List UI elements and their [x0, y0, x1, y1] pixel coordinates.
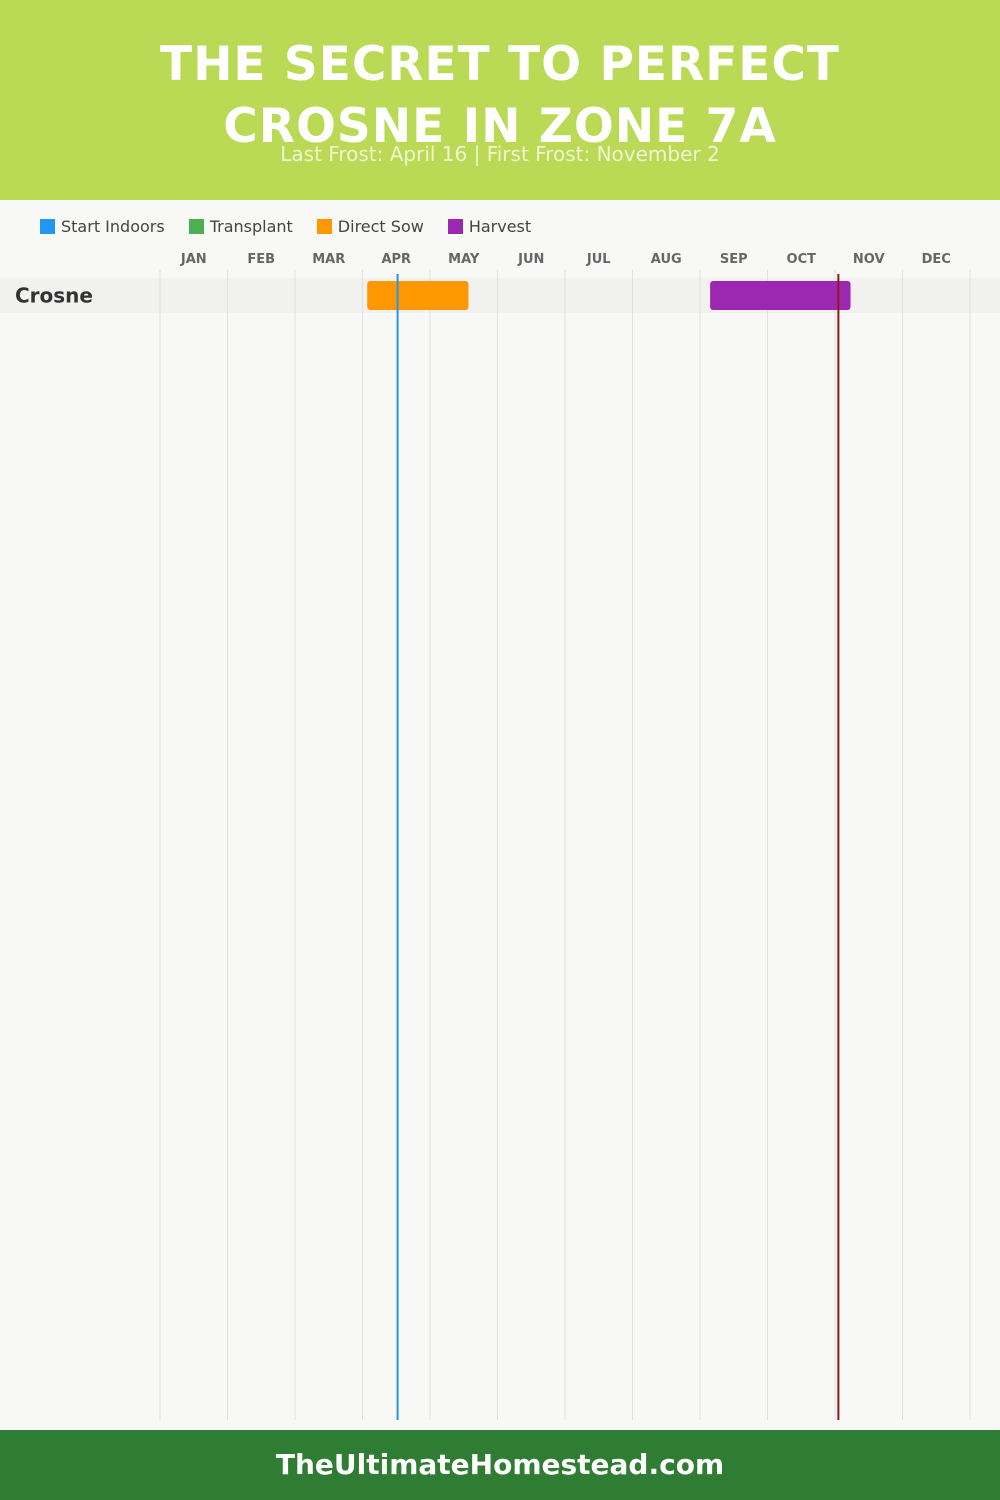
month-label: OCT	[787, 252, 817, 267]
month-label: MAY	[448, 252, 480, 267]
month-label: MAR	[312, 252, 345, 267]
month-label: SEP	[720, 252, 748, 267]
planting-calendar-chart: JAN FEB MAR APR MAY JUN JUL AUG SEP OCT NOV DEC Cros…	[0, 252, 1000, 1420]
legend-swatch-direct-sow	[316, 218, 332, 234]
legend-label-transplant: Transplant	[209, 216, 293, 236]
footer-banner: TheUltimateHomestead.com	[0, 1430, 1000, 1500]
frost-dates-subtitle: Last Frost: April 16 | First Frost: Nove…	[280, 142, 720, 166]
direct-sow-bar	[367, 281, 469, 310]
month-label: NOV	[853, 252, 885, 267]
legend-swatch-transplant	[188, 218, 204, 234]
page-title: THE SECRET TO PERFECT CROSNE IN ZONE 7A	[0, 34, 1000, 158]
legend-label-harvest: Harvest	[468, 216, 532, 236]
legend-item-start-indoors: Start Indoors	[40, 217, 165, 236]
month-label: FEB	[247, 252, 275, 267]
crop-label: Crosne	[15, 284, 93, 308]
legend-label-direct-sow: Direct Sow	[337, 216, 424, 236]
month-label: APR	[381, 252, 411, 267]
legend-item-transplant: Transplant	[188, 216, 293, 236]
legend-label-start-indoors: Start Indoors	[61, 216, 165, 236]
chart-legend: Start Indoors Transplant Direct Sow Harv…	[40, 214, 555, 238]
title-line-2: CROSNE IN ZONE 7A	[223, 99, 777, 154]
month-label: JUN	[517, 252, 544, 267]
month-label: DEC	[922, 252, 951, 267]
month-label: JUL	[586, 252, 611, 267]
month-label: AUG	[651, 252, 682, 267]
legend-item-direct-sow: Direct Sow	[316, 216, 424, 236]
legend-swatch-harvest	[447, 218, 463, 234]
legend-item-harvest: Harvest	[447, 216, 532, 236]
header-banner: THE SECRET TO PERFECT CROSNE IN ZONE 7A …	[0, 0, 1000, 200]
legend-swatch-start-indoors	[40, 218, 55, 234]
title-line-1: THE SECRET TO PERFECT	[160, 37, 840, 92]
month-label: JAN	[180, 252, 207, 267]
footer-website-link[interactable]: TheUltimateHomestead.com	[275, 1448, 725, 1481]
harvest-bar	[710, 281, 851, 310]
